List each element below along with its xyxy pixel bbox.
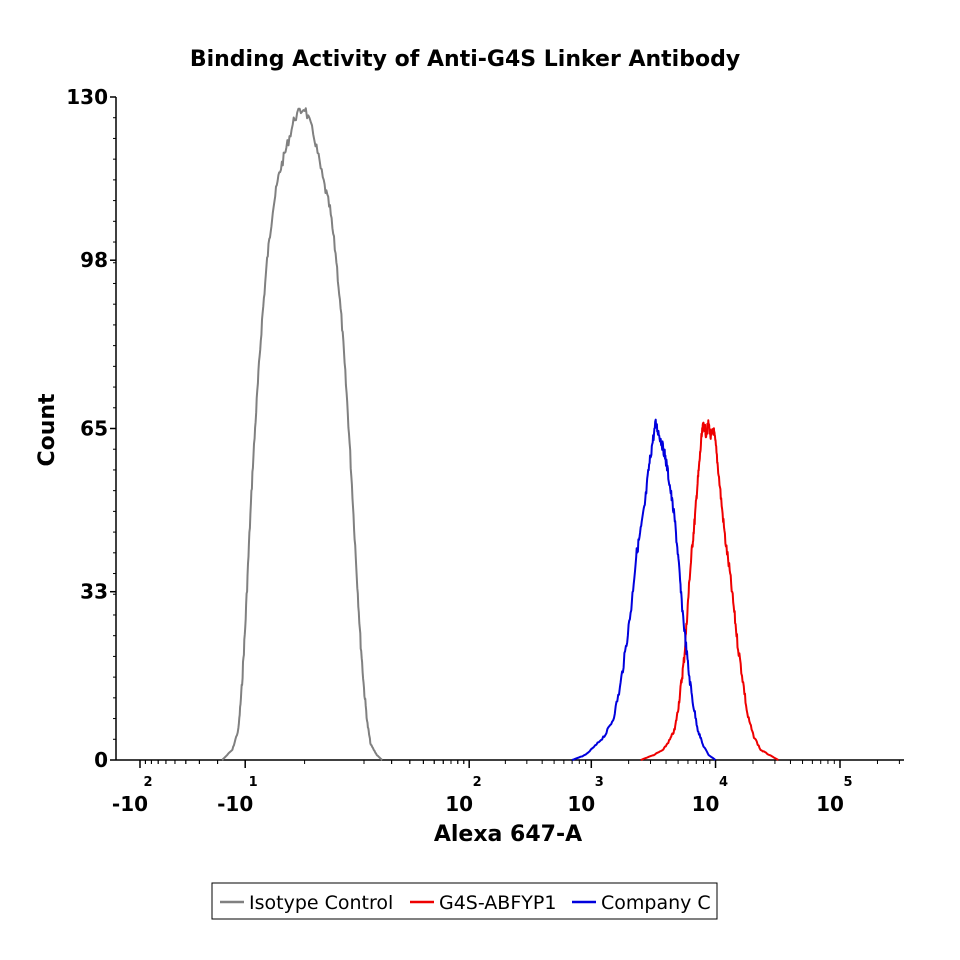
legend-box [211, 882, 718, 920]
y-axis-label: Count [35, 393, 60, 467]
series-lines [221, 107, 779, 761]
series-line-company-c [571, 418, 717, 761]
x-tick-label: 10 [445, 792, 473, 816]
axes [115, 97, 904, 761]
legend-label: G4S-ABFYP1 [439, 892, 556, 914]
y-tick-label: 130 [66, 85, 108, 109]
x-tick-label: 10 [816, 792, 844, 816]
x-tick-exponent: 4 [719, 775, 728, 790]
x-tick-label: -10 [217, 792, 253, 816]
x-tick-exponent: 5 [843, 775, 852, 790]
y-tick-label: 65 [80, 417, 108, 441]
y-tick-label: 98 [80, 248, 108, 272]
x-tick-exponent: 2 [473, 775, 482, 790]
x-tick-exponent: 1 [249, 775, 258, 790]
x-tick-label: 10 [567, 792, 595, 816]
x-tick-label: -10 [112, 792, 148, 816]
legend: Isotype Control G4S-ABFYP1 Company C [211, 882, 718, 920]
series-line-g4s-abfyp1 [640, 419, 779, 761]
legend-label: Isotype Control [249, 892, 393, 914]
chart-title: Binding Activity of Anti-G4S Linker Anti… [190, 47, 740, 72]
y-tick-label: 33 [80, 580, 108, 604]
legend-label: Company C [601, 892, 711, 914]
y-ticks: 0 33 65 98 130 [66, 85, 116, 772]
x-axis-label: Alexa 647-A [434, 822, 582, 847]
series-line-isotype-control [221, 107, 383, 761]
legend-items: Isotype Control G4S-ABFYP1 Company C [220, 892, 711, 914]
y-tick-label: 0 [94, 748, 108, 772]
x-tick-label: 10 [692, 792, 720, 816]
x-tick-exponent: 2 [143, 775, 152, 790]
x-tick-exponent: 3 [595, 775, 604, 790]
